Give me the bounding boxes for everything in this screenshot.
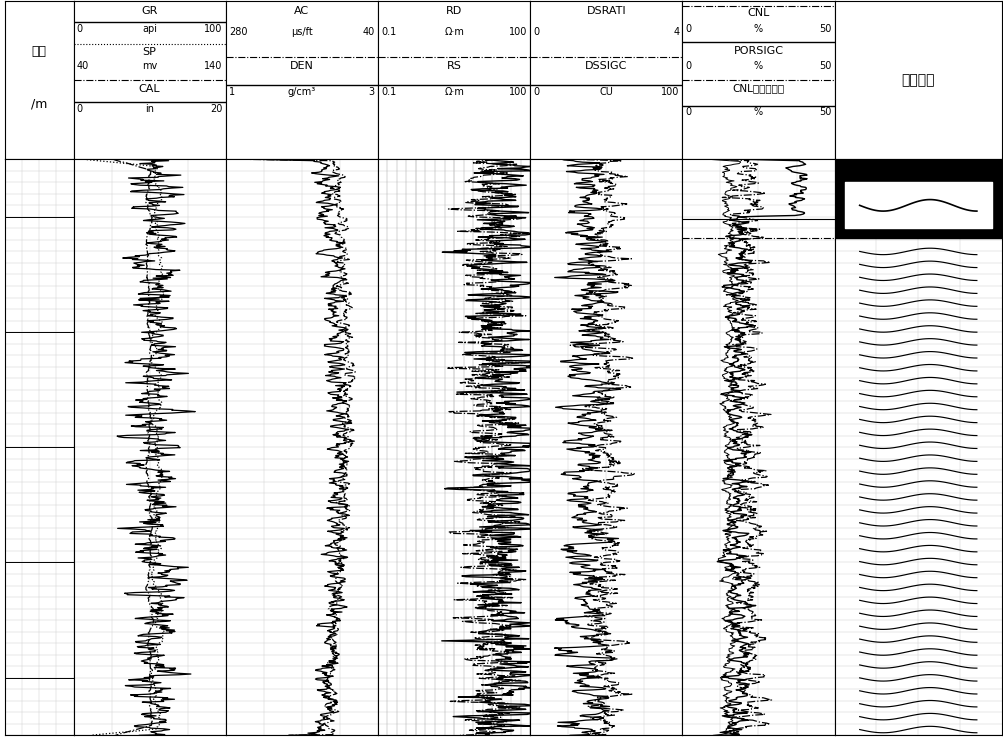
Text: 解释结论: 解释结论 — [901, 73, 934, 87]
Text: 1: 1 — [229, 86, 235, 97]
Text: Ω·m: Ω·m — [443, 86, 463, 97]
Text: SP: SP — [142, 47, 156, 57]
Text: /m: /m — [31, 98, 47, 111]
Text: 0: 0 — [533, 27, 539, 37]
Text: %: % — [753, 107, 762, 118]
Text: 0.1: 0.1 — [380, 27, 396, 37]
Text: RS: RS — [446, 61, 461, 72]
Text: 0: 0 — [685, 24, 691, 33]
Text: 280: 280 — [229, 27, 247, 37]
Text: DSRATI: DSRATI — [586, 6, 626, 16]
Text: DSSIGC: DSSIGC — [585, 61, 627, 72]
Text: 0: 0 — [685, 61, 691, 72]
Text: api: api — [142, 24, 156, 33]
Text: in: in — [145, 104, 154, 114]
Text: RD: RD — [445, 6, 461, 16]
Text: 20: 20 — [210, 104, 223, 114]
Text: 深度: 深度 — [32, 46, 47, 58]
Text: 0: 0 — [76, 104, 82, 114]
Text: 0: 0 — [76, 24, 82, 33]
Text: Ω·m: Ω·m — [443, 27, 463, 37]
Text: 50: 50 — [818, 61, 830, 72]
Text: 50: 50 — [818, 107, 830, 118]
Text: 50: 50 — [818, 24, 830, 33]
Text: 100: 100 — [509, 27, 527, 37]
Text: 100: 100 — [204, 24, 223, 33]
Text: %: % — [753, 61, 762, 72]
Text: CNL: CNL — [746, 8, 769, 18]
Text: mv: mv — [141, 61, 157, 72]
Text: 100: 100 — [660, 86, 679, 97]
Text: 0: 0 — [685, 107, 691, 118]
Text: 140: 140 — [204, 61, 223, 72]
Text: 0.1: 0.1 — [380, 86, 396, 97]
Text: DEN: DEN — [290, 61, 314, 72]
Text: μs/ft: μs/ft — [291, 27, 312, 37]
Text: PORSIGC: PORSIGC — [733, 46, 782, 55]
Text: AC: AC — [294, 6, 309, 16]
Text: 40: 40 — [76, 61, 88, 72]
Text: %: % — [753, 24, 762, 33]
Text: 0: 0 — [533, 86, 539, 97]
Text: GR: GR — [141, 6, 157, 16]
Text: g/cm³: g/cm³ — [288, 86, 316, 97]
Text: CAL: CAL — [138, 84, 160, 94]
Text: 4: 4 — [673, 27, 679, 37]
Text: 100: 100 — [509, 86, 527, 97]
Text: CU: CU — [599, 86, 613, 97]
Text: 40: 40 — [362, 27, 374, 37]
Text: 3: 3 — [368, 86, 374, 97]
Text: CNL合成孔隙度: CNL合成孔隙度 — [731, 84, 783, 94]
